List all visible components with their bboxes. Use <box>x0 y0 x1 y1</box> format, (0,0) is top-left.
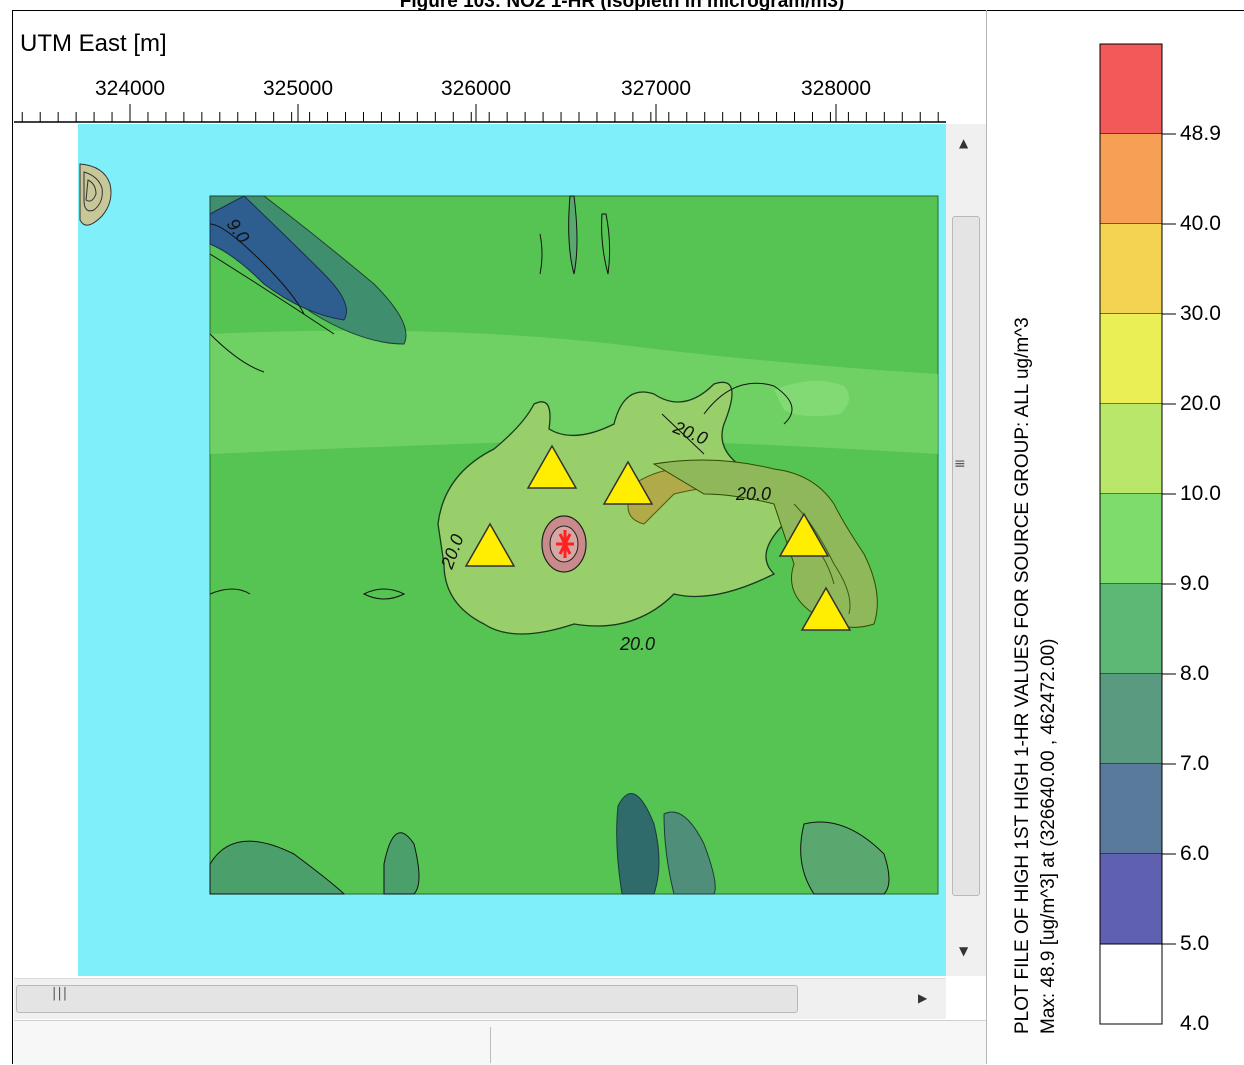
panel-divider <box>986 10 987 1064</box>
plume-band <box>210 330 938 454</box>
x-axis-tick-label: 327000 <box>620 77 692 100</box>
scroll-up-icon[interactable]: ▲ <box>959 136 969 150</box>
x-axis-tick-label: 324000 <box>94 77 166 100</box>
low-value-lobe-south <box>616 793 660 895</box>
legend-label: 40.0 <box>1180 212 1221 235</box>
contour-line <box>209 588 251 595</box>
contour-line <box>85 179 97 202</box>
scroll-right-icon[interactable]: ▶ <box>918 991 928 1005</box>
source-marker[interactable] <box>526 444 578 489</box>
horizontal-scroll-thumb[interactable] <box>16 985 798 1013</box>
x-axis-ruler <box>14 104 946 123</box>
contour-line <box>568 195 578 275</box>
legend-label: 30.0 <box>1180 302 1221 325</box>
contour-line <box>209 333 265 373</box>
source-marker[interactable] <box>464 522 516 567</box>
source-marker[interactable] <box>800 586 852 631</box>
contour-line <box>362 588 406 600</box>
legend-label: 5.0 <box>1180 932 1210 955</box>
map-view[interactable]: 20.0 20.0 20.0 20.0 9.0 <box>14 124 946 976</box>
plot-description: PLOT FILE OF HIGH 1ST HIGH 1-HR VALUES F… <box>1012 317 1033 1034</box>
legend-outline <box>1099 43 1163 1025</box>
vertical-scroll-thumb[interactable] <box>952 216 980 896</box>
contour-line <box>539 233 543 275</box>
x-axis-tick-label: 326000 <box>440 77 512 100</box>
legend-swatch <box>1100 494 1162 584</box>
horizontal-scrollbar[interactable]: ||| ▶ <box>14 978 946 1019</box>
contour-label: 20.0 <box>619 634 655 654</box>
legend-label: 10.0 <box>1180 482 1221 505</box>
legend-swatch <box>1100 224 1162 314</box>
legend-label: 20.0 <box>1180 392 1221 415</box>
legend-swatch <box>1100 404 1162 494</box>
contour-line <box>83 171 103 212</box>
legend-label: 8.0 <box>1180 662 1210 685</box>
low-value-lobe-southeast <box>800 821 890 895</box>
x-axis-tick-label: 325000 <box>262 77 334 100</box>
figure-title: Figure 103: NO2 1-HR (Isopleth in microg… <box>399 0 845 12</box>
scroll-down-icon[interactable]: ▼ <box>959 944 969 958</box>
isopleth-map: 20.0 20.0 20.0 20.0 9.0 <box>14 124 946 976</box>
scroll-grip-icon: ≡ <box>954 456 966 472</box>
legend-swatch <box>1100 584 1162 674</box>
contour-line <box>703 382 793 425</box>
plume-highlight <box>774 380 850 417</box>
legend-swatch <box>1100 44 1162 134</box>
legend-label: 6.0 <box>1180 842 1210 865</box>
low-value-lobe-southwest <box>209 840 346 895</box>
plot-window <box>12 10 1244 1064</box>
low-value-lobe-south <box>663 811 716 895</box>
legend-label: 9.0 <box>1180 572 1210 595</box>
legend-swatch <box>1100 134 1162 224</box>
low-value-lobe-core <box>209 195 347 321</box>
contour-label: 20.0 <box>735 484 771 504</box>
legend-swatch <box>1100 314 1162 404</box>
low-value-lobe-south <box>383 832 420 895</box>
contour-line <box>209 253 335 335</box>
legend-swatch <box>1100 674 1162 764</box>
scroll-grip-icon: ||| <box>52 986 69 1001</box>
map-blank-margin <box>14 124 78 976</box>
contour-line <box>209 223 305 315</box>
max-value-marker[interactable] <box>556 530 574 558</box>
status-pane <box>14 1027 491 1063</box>
vertical-scrollbar[interactable]: ▲ ≡ ▼ <box>946 124 986 976</box>
x-axis-title: UTM East [m] <box>20 30 167 57</box>
legend-label: 4.0 <box>1180 1012 1210 1035</box>
status-bar <box>14 1020 986 1065</box>
contour-plume-east <box>652 459 878 628</box>
legend-label: 7.0 <box>1180 752 1210 775</box>
color-legend <box>1099 43 1176 1025</box>
x-axis-tick-label: 328000 <box>800 77 872 100</box>
legend-swatch <box>1100 764 1162 854</box>
source-marker[interactable] <box>778 512 830 557</box>
contour-20 <box>437 381 787 635</box>
source-marker[interactable] <box>602 460 654 505</box>
max-value-text: Max: 48.9 [ug/m^3] at (326640.00 , 46247… <box>1038 638 1059 1034</box>
contour-line <box>601 213 611 275</box>
contour-line <box>661 413 705 455</box>
legend-swatch <box>1100 854 1162 944</box>
legend-label: 48.9 <box>1180 122 1221 145</box>
